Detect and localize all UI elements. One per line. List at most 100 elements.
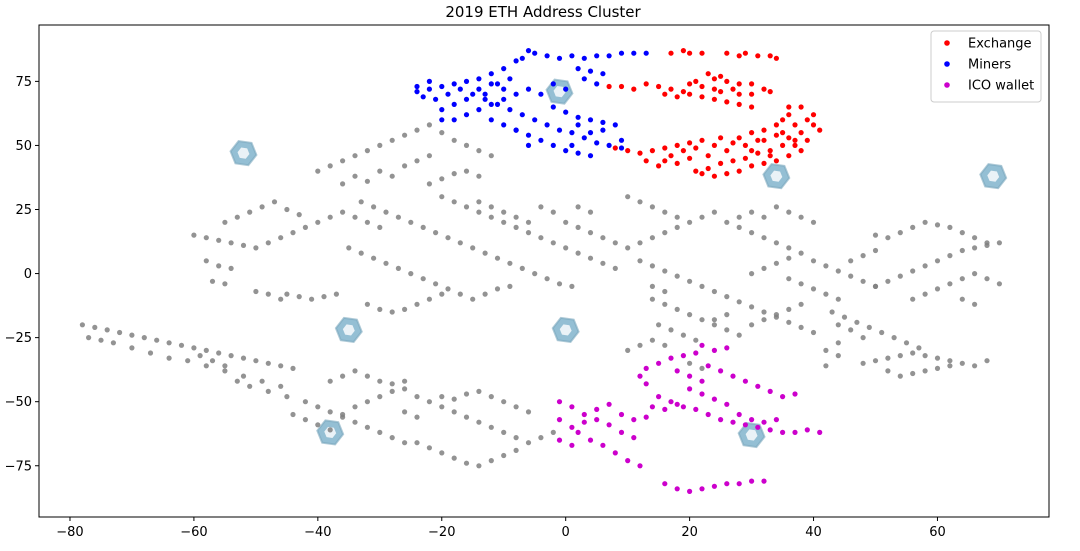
data-point-unlabeled [445,235,451,241]
data-point-ico-wallet [594,417,600,423]
data-point-exchange [699,50,705,56]
data-point-ico-wallet [674,401,680,407]
data-point-ico-wallet [742,422,749,428]
data-point-unlabeled [934,258,941,264]
data-point-exchange [749,148,755,154]
data-point-unlabeled [959,360,965,366]
data-point-unlabeled [711,288,718,295]
data-point-unlabeled [377,306,383,312]
data-point-unlabeled [959,230,965,236]
data-point-unlabeled [433,281,439,287]
data-point-unlabeled [377,142,383,148]
data-point-unlabeled [848,258,854,264]
data-point-unlabeled [947,253,953,259]
data-point-exchange [656,83,662,90]
data-point-unlabeled [364,424,370,430]
data-point-unlabeled [463,204,470,210]
data-point-unlabeled [222,363,228,369]
data-point-ico-wallet [780,429,786,435]
data-point-unlabeled [451,396,457,402]
data-point-unlabeled [364,148,370,154]
data-point-unlabeled [885,368,891,374]
y-tick-label: −75 [5,459,32,474]
data-point-unlabeled [414,127,420,133]
data-point-unlabeled [773,312,780,318]
data-point-ico-wallet [569,424,575,430]
data-point-ico-wallet [687,386,693,392]
data-point-unlabeled [364,373,370,379]
data-point-miners [563,148,569,154]
data-point-unlabeled [724,219,730,225]
data-point-unlabeled [761,265,767,271]
data-point-miners [575,150,581,156]
data-point-unlabeled [674,306,680,312]
data-point-unlabeled [525,409,532,415]
data-point-unlabeled [798,214,804,220]
data-point-unlabeled [662,301,668,307]
data-point-ico-wallet [724,481,730,487]
data-point-unlabeled [395,265,401,271]
data-point-exchange [755,53,761,59]
data-point-unlabeled [259,378,265,384]
data-point-unlabeled [377,224,383,230]
y-axis: −75 −50 −25 0 25 50 75 [5,75,39,474]
data-point-miners [488,71,494,77]
data-point-unlabeled [129,345,135,351]
data-point-unlabeled [402,386,408,392]
data-point-unlabeled [693,337,699,343]
watermark-logo [979,163,1008,190]
data-point-exchange [693,145,699,151]
data-point-unlabeled [563,219,569,225]
data-point-ico-wallet [699,486,705,492]
data-point-unlabeled [222,219,228,225]
data-point-unlabeled [420,276,426,282]
data-point-unlabeled [934,365,941,371]
data-point-miners [451,81,457,87]
data-point-unlabeled [736,332,742,338]
data-point-unlabeled [79,322,85,328]
data-point-exchange [711,142,718,148]
data-point-unlabeled [699,283,705,289]
data-point-unlabeled [147,350,154,356]
data-point-unlabeled [414,414,420,420]
data-point-exchange [674,160,680,166]
data-point-unlabeled [389,388,395,394]
data-point-miners [451,117,457,123]
data-point-unlabeled [922,263,928,269]
data-point-unlabeled [296,212,302,218]
data-point-unlabeled [848,273,854,279]
data-point-unlabeled [476,199,482,205]
data-point-unlabeled [439,194,445,200]
data-point-miners [525,142,532,148]
data-point-unlabeled [445,286,451,292]
data-point-exchange [637,150,643,156]
data-point-unlabeled [773,260,780,266]
legend-marker [944,82,950,88]
data-point-exchange [699,137,705,143]
data-point-unlabeled [823,363,829,369]
data-point-unlabeled [240,242,247,248]
data-point-unlabeled [972,245,978,251]
data-point-unlabeled [426,181,432,187]
data-point-unlabeled [463,168,470,174]
data-point-exchange [792,122,798,128]
data-point-unlabeled [327,214,333,220]
data-point-unlabeled [687,219,693,225]
data-point-unlabeled [408,271,414,277]
data-point-unlabeled [835,340,841,346]
data-point-unlabeled [600,235,606,241]
data-point-unlabeled [451,455,457,461]
data-point-ico-wallet [699,391,705,397]
data-point-miners [494,81,501,87]
legend-marker [944,40,950,46]
data-point-unlabeled [835,268,841,274]
x-tick-label: −20 [428,525,455,540]
x-tick-label: −60 [180,525,207,540]
data-point-unlabeled [209,278,216,284]
data-point-ico-wallet [687,488,693,494]
data-point-unlabeled [637,240,643,246]
data-point-unlabeled [358,250,364,256]
data-point-unlabeled [972,301,978,307]
data-point-miners [488,101,494,107]
data-point-unlabeled [259,204,265,210]
